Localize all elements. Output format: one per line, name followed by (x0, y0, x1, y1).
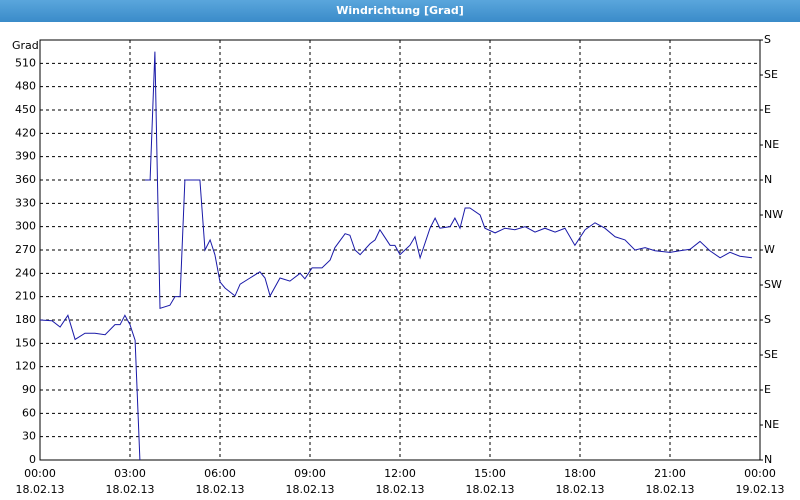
y2-tick-label: SW (764, 278, 782, 291)
x-tick-date: 18.02.13 (16, 483, 65, 496)
y2-tick-label: N (764, 453, 772, 466)
y-tick-label: 360 (15, 173, 36, 186)
y-tick-label: 480 (15, 80, 36, 93)
x-tick-date: 18.02.13 (466, 483, 515, 496)
y-tick-label: 90 (22, 383, 36, 396)
x-tick-date: 18.02.13 (556, 483, 605, 496)
x-tick-date: 18.02.13 (106, 483, 155, 496)
y2-tick-label: NE (764, 138, 779, 151)
y2-tick-label: S (764, 33, 771, 46)
y2-tick-label: NW (764, 208, 783, 221)
y2-tick-label: E (764, 103, 771, 116)
x-tick-date: 19.02.13 (736, 483, 785, 496)
y2-tick-label: E (764, 383, 771, 396)
x-tick-label: 18:00 (564, 467, 596, 480)
y-tick-label: 270 (15, 243, 36, 256)
data-line (39, 51, 752, 461)
x-tick-date: 18.02.13 (646, 483, 695, 496)
y-tick-label: 0 (29, 453, 36, 466)
y-tick-label: 120 (15, 360, 36, 373)
x-tick-label: 21:00 (654, 467, 686, 480)
y2-tick-label: S (764, 313, 771, 326)
y-tick-label: 420 (15, 126, 36, 139)
title-bar (0, 0, 800, 22)
y-tick-label: 450 (15, 103, 36, 116)
y2-tick-label: SE (764, 348, 778, 361)
y-tick-label: 300 (15, 220, 36, 233)
x-tick-label: 15:00 (474, 467, 506, 480)
y-axis-label: Grad (12, 39, 39, 52)
x-tick-date: 18.02.13 (196, 483, 245, 496)
chart-title: Windrichtung [Grad] (336, 4, 464, 17)
y2-tick-label: W (764, 243, 775, 256)
y-tick-label: 330 (15, 196, 36, 209)
y-tick-label: 210 (15, 290, 36, 303)
y-tick-label: 150 (15, 336, 36, 349)
x-tick-label: 03:00 (114, 467, 146, 480)
y-tick-label: 240 (15, 266, 36, 279)
y2-tick-label: SE (764, 68, 778, 81)
y2-tick-label: N (764, 173, 772, 186)
x-tick-label: 12:00 (384, 467, 416, 480)
y-tick-label: 60 (22, 406, 36, 419)
y-tick-label: 180 (15, 313, 36, 326)
x-tick-label: 00:00 (24, 467, 56, 480)
y-tick-label: 390 (15, 150, 36, 163)
x-tick-date: 18.02.13 (376, 483, 425, 496)
y-tick-label: 30 (22, 430, 36, 443)
x-tick-label: 09:00 (294, 467, 326, 480)
y-tick-label: 510 (15, 56, 36, 69)
x-tick-label: 06:00 (204, 467, 236, 480)
y2-tick-label: NE (764, 418, 779, 431)
x-tick-date: 18.02.13 (286, 483, 335, 496)
x-tick-label: 00:00 (744, 467, 776, 480)
